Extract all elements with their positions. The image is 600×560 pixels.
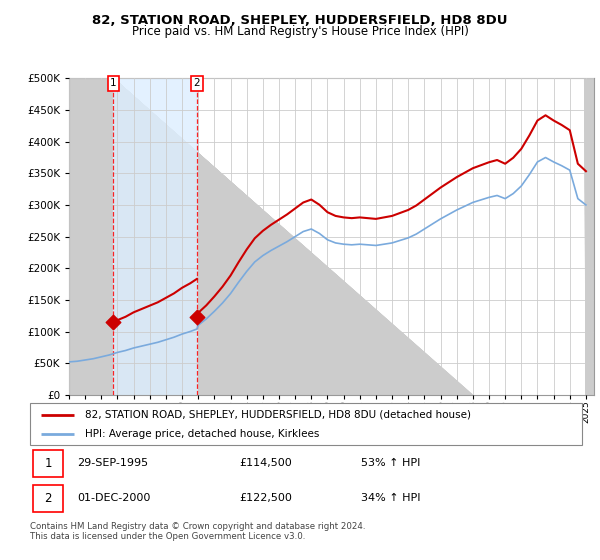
Text: Contains HM Land Registry data © Crown copyright and database right 2024.
This d: Contains HM Land Registry data © Crown c… [30,522,365,542]
Text: 29-SEP-1995: 29-SEP-1995 [77,459,148,468]
FancyBboxPatch shape [33,450,63,477]
FancyBboxPatch shape [33,485,63,512]
Text: £114,500: £114,500 [240,459,293,468]
FancyBboxPatch shape [30,403,582,445]
Text: 53% ↑ HPI: 53% ↑ HPI [361,459,421,468]
Text: 82, STATION ROAD, SHEPLEY, HUDDERSFIELD, HD8 8DU (detached house): 82, STATION ROAD, SHEPLEY, HUDDERSFIELD,… [85,409,471,419]
Bar [69,78,113,395]
Point [192,313,202,322]
Bar [113,78,197,395]
Text: 2: 2 [44,492,52,505]
Text: 34% ↑ HPI: 34% ↑ HPI [361,493,421,503]
Text: HPI: Average price, detached house, Kirklees: HPI: Average price, detached house, Kirk… [85,429,320,439]
Bar [586,78,594,395]
Text: Price paid vs. HM Land Registry's House Price Index (HPI): Price paid vs. HM Land Registry's House … [131,25,469,38]
Text: 1: 1 [44,457,52,470]
Text: 1: 1 [110,78,117,88]
Text: 82, STATION ROAD, SHEPLEY, HUDDERSFIELD, HD8 8DU: 82, STATION ROAD, SHEPLEY, HUDDERSFIELD,… [92,14,508,27]
Text: £122,500: £122,500 [240,493,293,503]
Point [109,318,118,327]
Text: 01-DEC-2000: 01-DEC-2000 [77,493,150,503]
Text: 2: 2 [194,78,200,88]
